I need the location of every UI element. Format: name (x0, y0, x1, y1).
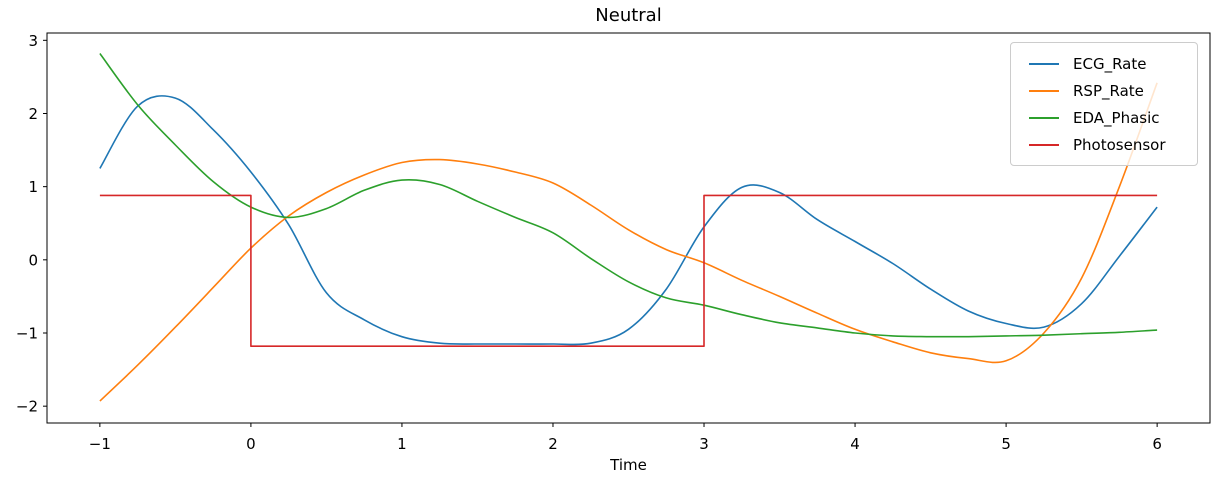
y-tick-label: 0 (28, 251, 38, 269)
legend-line-ecg-rate-icon (1029, 62, 1059, 65)
x-tick-label: 3 (699, 435, 709, 453)
x-tick-label: 2 (548, 435, 558, 453)
legend-label: Photosensor (1073, 135, 1166, 154)
legend: ECG_Rate RSP_Rate EDA_Phasic Photosensor (1010, 42, 1198, 166)
series-line-rsp_rate (99, 82, 1158, 402)
y-tick-label: 3 (28, 32, 38, 50)
y-tick-label: 1 (28, 178, 38, 196)
series-line-ecg_rate (99, 95, 1158, 346)
legend-line-photosensor-icon (1029, 143, 1059, 146)
y-tick-label: −1 (16, 325, 38, 343)
legend-item-eda-phasic: EDA_Phasic (1021, 104, 1187, 131)
chart-title: Neutral (595, 5, 662, 26)
plot-border (46, 32, 1211, 424)
legend-line-rsp-rate-icon (1029, 89, 1059, 92)
y-tick-label: 2 (28, 105, 38, 123)
legend-label: ECG_Rate (1073, 54, 1147, 73)
x-tick-label: 0 (246, 435, 256, 453)
legend-item-photosensor: Photosensor (1021, 131, 1187, 158)
legend-label: EDA_Phasic (1073, 108, 1160, 127)
x-tick-label: 4 (850, 435, 860, 453)
series-line-eda_phasic (99, 53, 1158, 338)
x-axis-label: Time (610, 456, 647, 474)
legend-label: RSP_Rate (1073, 81, 1144, 100)
x-tick-label: 5 (1001, 435, 1011, 453)
x-tick-label: 6 (1152, 435, 1162, 453)
x-tick-label: 1 (397, 435, 407, 453)
y-tick-label: −2 (16, 398, 38, 416)
legend-item-ecg-rate: ECG_Rate (1021, 50, 1187, 77)
legend-line-eda-phasic-icon (1029, 116, 1059, 119)
x-tick-label: −1 (89, 435, 111, 453)
series-line-photosensor (99, 194, 1158, 347)
legend-item-rsp-rate: RSP_Rate (1021, 77, 1187, 104)
